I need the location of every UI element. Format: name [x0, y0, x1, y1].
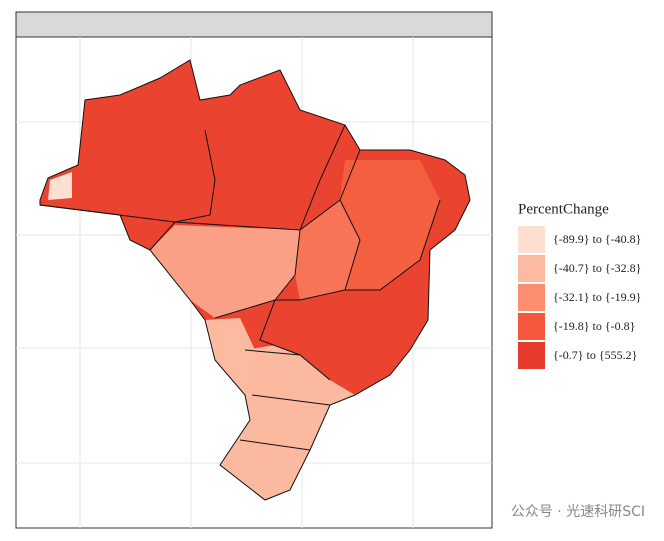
legend-key: [518, 255, 545, 282]
legend-title: PercentChange: [518, 201, 609, 217]
brazil-map: [39, 59, 471, 501]
legend-label: {-0.7} to {555.2}: [553, 348, 637, 362]
facet-strip: [15, 11, 493, 38]
legend-key: [518, 284, 545, 311]
legend-key: [518, 226, 545, 253]
legend-label: {-19.8} to {-0.8}: [553, 319, 635, 333]
legend-label: {-32.1} to {-19.9}: [553, 290, 641, 304]
legend-label: {-89.9} to {-40.8}: [553, 232, 641, 246]
legend: {-89.9} to {-40.8} {-40.7} to {-32.8} {-32…: [518, 226, 641, 369]
legend-key: [518, 342, 545, 369]
legend-key: [518, 313, 545, 340]
watermark: 公众号 · 光速科研SCI: [511, 504, 645, 520]
legend-label: {-40.7} to {-32.8}: [553, 261, 641, 275]
